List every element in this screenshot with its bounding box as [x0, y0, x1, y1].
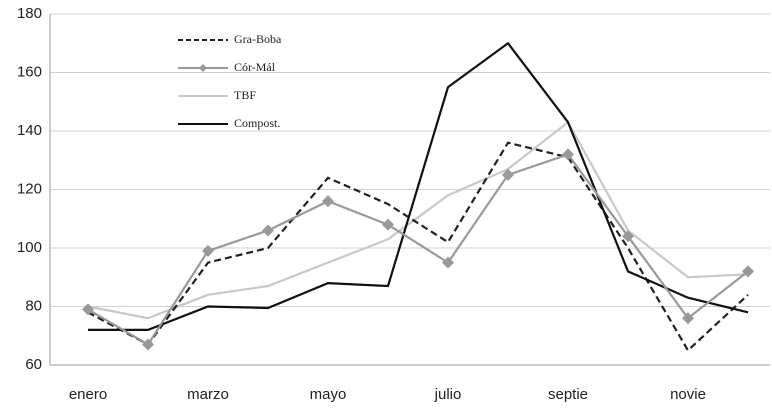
marker: [622, 230, 634, 243]
y-tick-label: 160: [17, 63, 42, 80]
legend-marker: [199, 64, 207, 72]
legend-label: Cór-Mál: [234, 60, 276, 74]
x-tick-label: enero: [69, 386, 107, 403]
x-tick-label: julio: [434, 386, 462, 403]
marker: [142, 338, 154, 351]
y-tick-label: 100: [17, 239, 42, 256]
legend-label: TBF: [234, 88, 256, 102]
marker: [742, 265, 754, 278]
x-tick-label: mayo: [310, 386, 347, 403]
marker: [82, 303, 94, 316]
series-line: [87, 153, 749, 347]
series-line: [87, 141, 749, 353]
marker: [682, 312, 694, 325]
y-tick-label: 60: [25, 356, 42, 373]
marker: [382, 218, 394, 231]
series-line: [87, 120, 749, 320]
marker: [262, 224, 274, 237]
y-tick-label: 80: [25, 297, 42, 314]
marker: [502, 168, 514, 181]
legend-label: Gra-Boba: [234, 32, 282, 46]
y-tick-label: 140: [17, 122, 42, 139]
y-tick-label: 180: [17, 5, 42, 22]
x-tick-label: septie: [548, 386, 588, 403]
series-line: [88, 41, 749, 331]
marker: [562, 148, 574, 161]
marker: [322, 195, 334, 208]
x-tick-label: marzo: [187, 386, 229, 403]
legend-label: Compost.: [234, 116, 280, 130]
x-tick-label: novie: [670, 386, 706, 403]
marker: [442, 256, 454, 269]
y-tick-label: 120: [17, 180, 42, 197]
marker: [202, 244, 214, 257]
